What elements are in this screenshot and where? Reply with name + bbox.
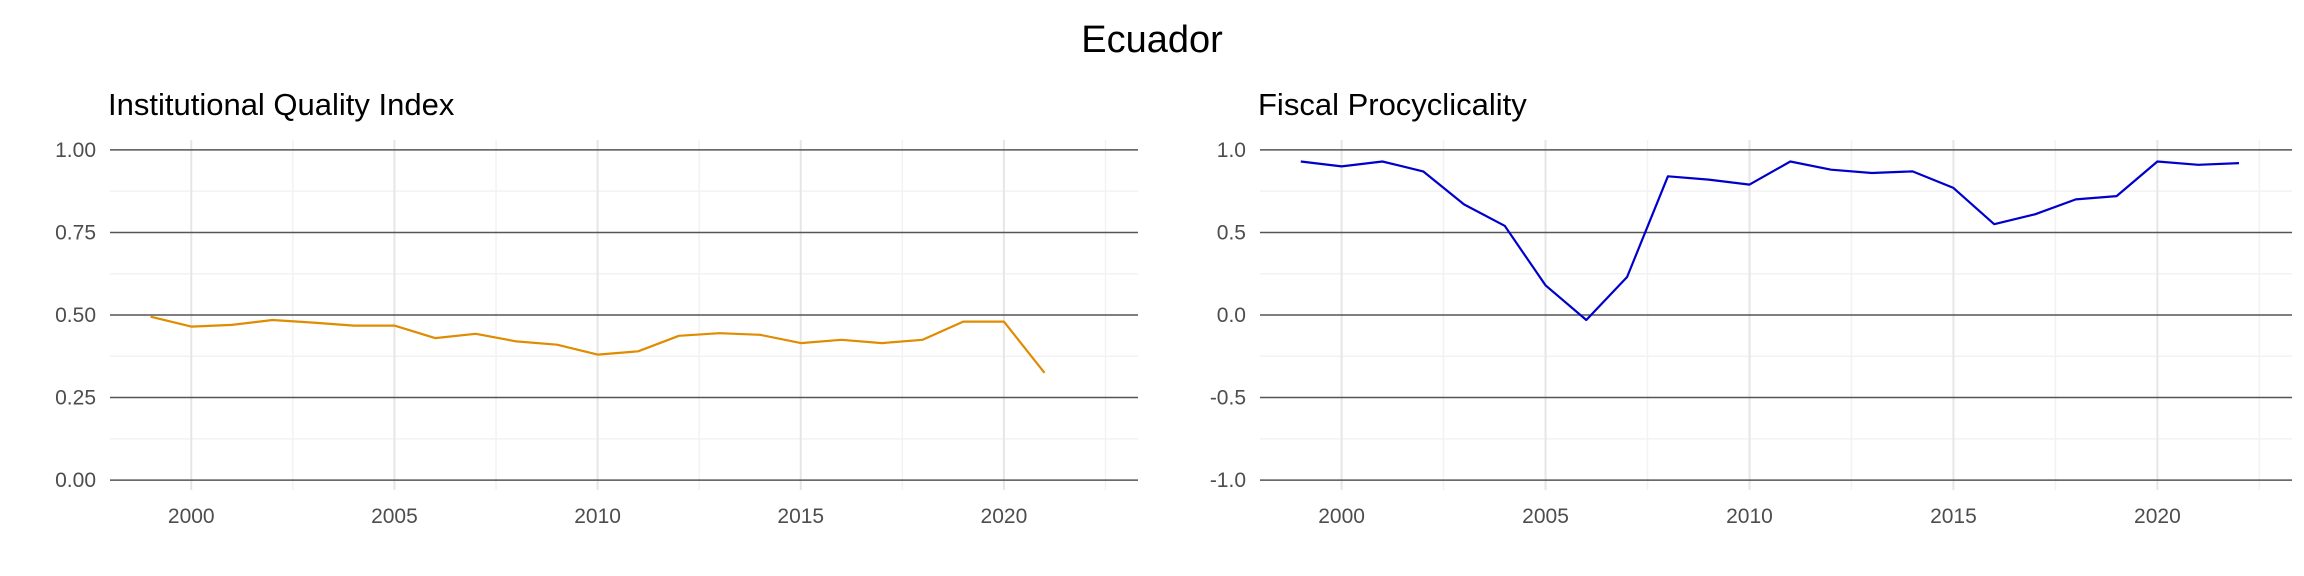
panel-title-institutional-quality: Institutional Quality Index bbox=[108, 87, 455, 122]
panel-fiscal-procyclicality: Fiscal Procyclicality -1.0 -0.5 0.0 0.5 1.0 2… bbox=[1210, 87, 2292, 528]
iqi-x-tick-label-2: 2010 bbox=[574, 505, 621, 528]
fp-x-tick-label-4: 2020 bbox=[2134, 505, 2181, 528]
iqi-y-tick-label-2: 0.50 bbox=[55, 304, 96, 327]
iqi-x-tick-label-0: 2000 bbox=[168, 505, 215, 528]
iqi-y-tick-label-4: 1.00 bbox=[55, 139, 96, 162]
fp-x-tick-label-2: 2010 bbox=[1726, 505, 1773, 528]
fp-x-tick-label-0: 2000 bbox=[1318, 505, 1365, 528]
iqi-y-tick-label-0: 0.00 bbox=[55, 469, 96, 492]
fp-series-line-0 bbox=[1300, 160, 2240, 322]
fp-y-tick-label-1: -0.5 bbox=[1210, 387, 1246, 410]
iqi-series-line-0 bbox=[150, 315, 1046, 374]
iqi-y-tick-label-1: 0.25 bbox=[55, 387, 96, 410]
fp-y-tick-label-4: 1.0 bbox=[1217, 139, 1246, 162]
iqi-y-tick-label-3: 0.75 bbox=[55, 221, 96, 244]
fp-y-tick-label-3: 0.5 bbox=[1217, 221, 1246, 244]
iqi-x-tick-label-1: 2005 bbox=[371, 505, 418, 528]
fp-y-tick-label-2: 0.0 bbox=[1217, 304, 1246, 327]
panel-institutional-quality: Institutional Quality Index 0.00 0.25 0.50… bbox=[55, 87, 1138, 528]
figure-title: Ecuador bbox=[1081, 19, 1223, 61]
fp-y-tick-label-0: -1.0 bbox=[1210, 469, 1246, 492]
iqi-x-tick-label-3: 2015 bbox=[777, 505, 824, 528]
panel-title-fiscal-procyclicality: Fiscal Procyclicality bbox=[1258, 87, 1527, 122]
fp-x-tick-label-3: 2015 bbox=[1930, 505, 1977, 528]
iqi-x-tick-label-4: 2020 bbox=[981, 505, 1028, 528]
fp-x-tick-label-1: 2005 bbox=[1522, 505, 1569, 528]
